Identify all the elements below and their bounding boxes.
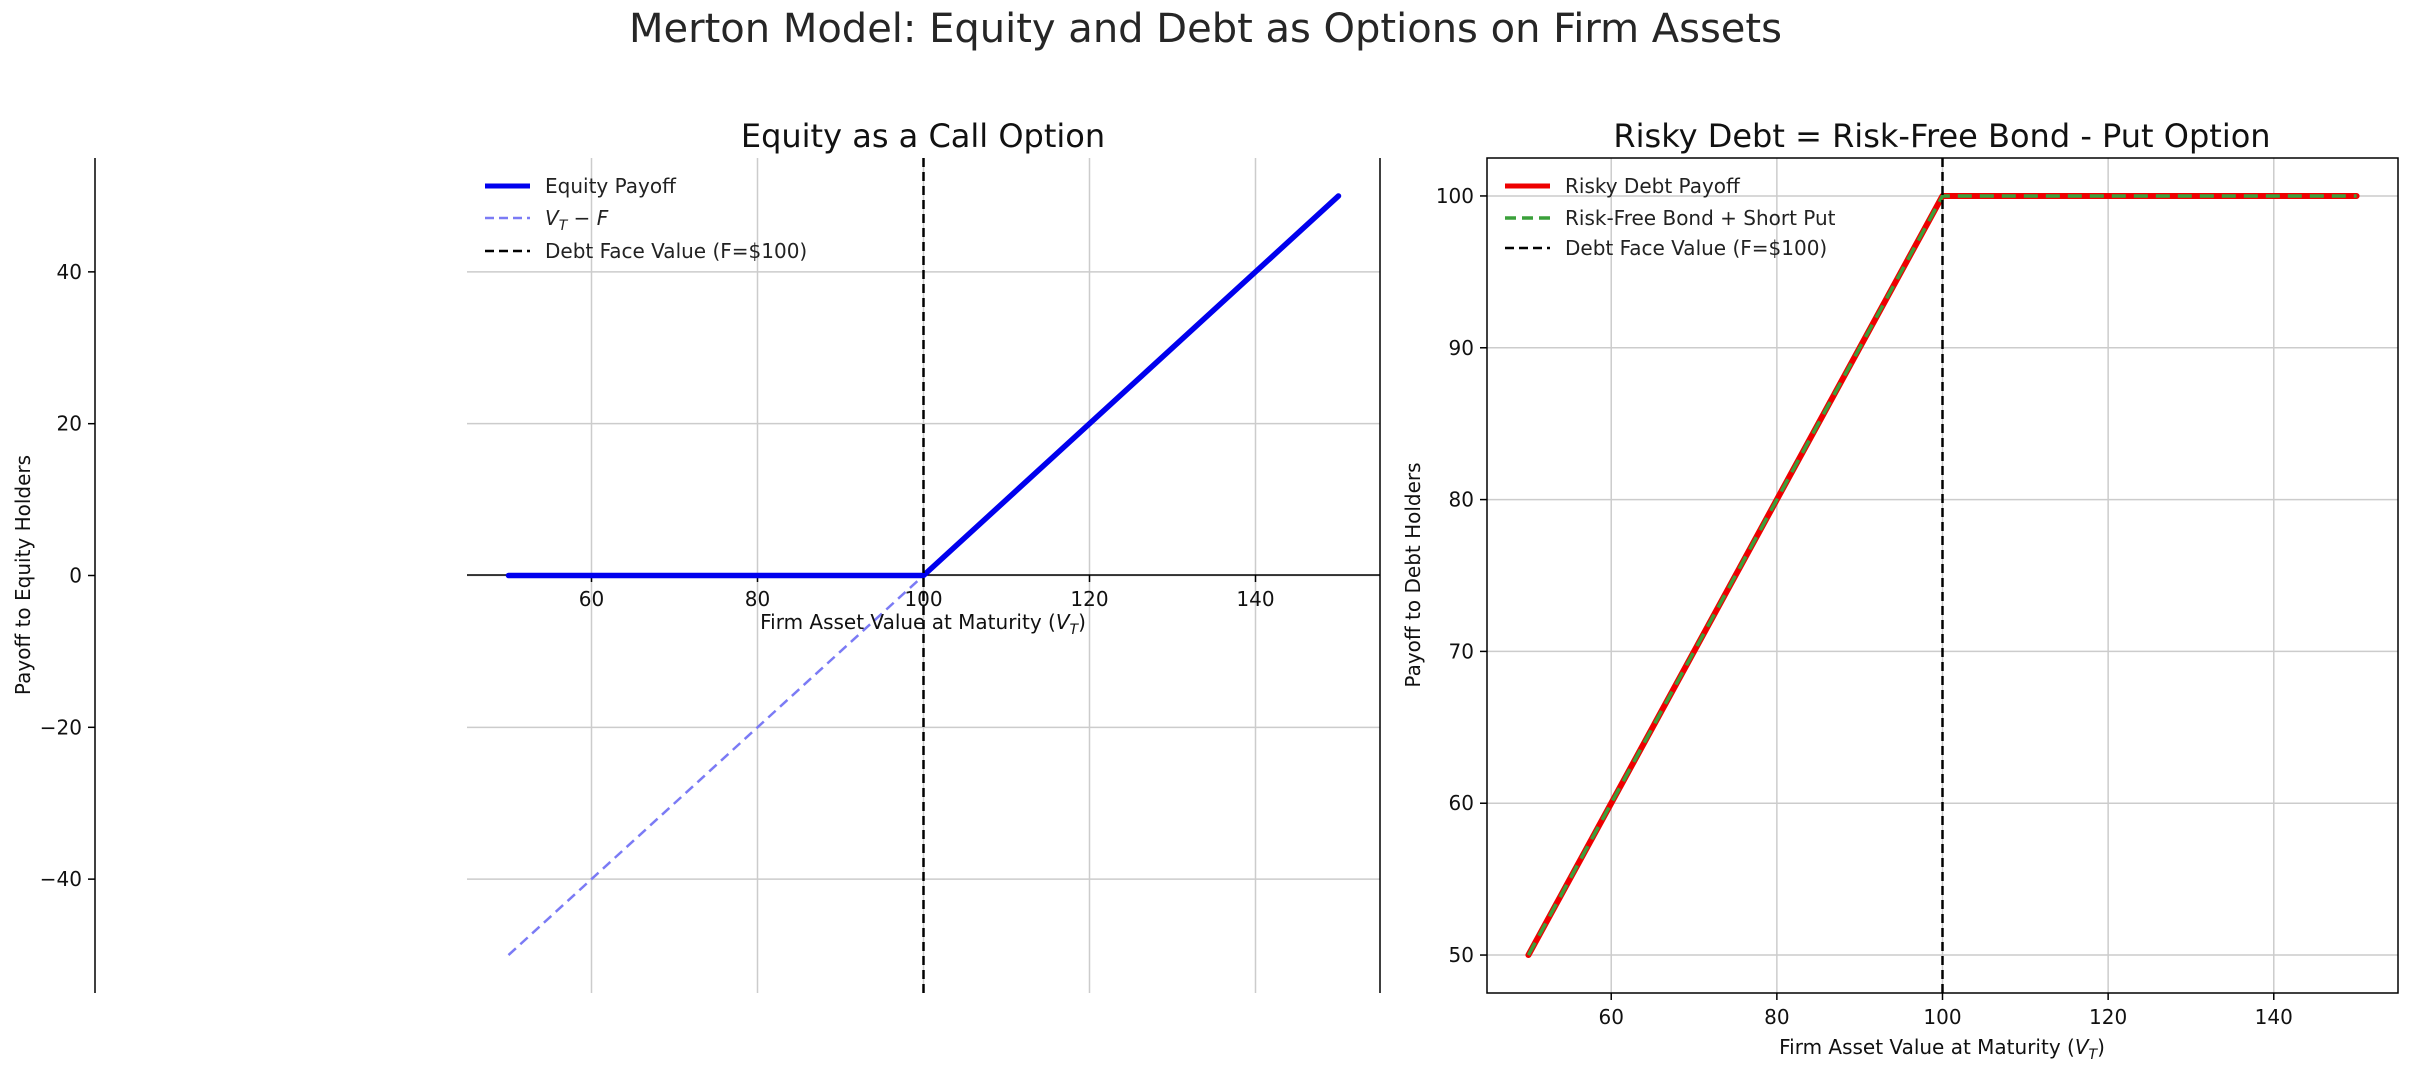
debt-x-axis-label-close: ): [2097, 1035, 2105, 1059]
equity-y-tick-label-3: 20: [57, 412, 82, 436]
debt-y-tick-label-2: 70: [1449, 639, 1474, 663]
debt-x-tick-label-3: 120: [2089, 1005, 2127, 1029]
debt-x-tick-label-1: 80: [1764, 1005, 1789, 1029]
equity-x-axis-label-sub: T: [1070, 622, 1080, 638]
equity-x-axis-label-close: ): [1078, 610, 1086, 634]
equity-x-tick-label-1: 80: [745, 587, 770, 611]
debt-x-axis-label: Firm Asset Value at Maturity (VT): [1779, 1035, 2105, 1063]
debt-y-axis-label: Payoff to Debt Holders: [1401, 462, 1425, 687]
equity-legend-label-1-sub: T: [559, 218, 569, 234]
equity-chart: Equity as a Call Option 60 80 100 120 140−40…: [11, 117, 1381, 993]
equity-chart-title: Equity as a Call Option: [741, 117, 1105, 155]
debt-y-tick-label-3: 80: [1449, 488, 1474, 512]
equity-x-tick-label-3: 120: [1070, 587, 1108, 611]
equity-y-tick-label-1: −20: [40, 715, 82, 739]
equity-legend: Equity Payoff VT − F Debt Face Value (F=…: [485, 174, 807, 263]
debt-y-tick-label-5: 100: [1436, 184, 1474, 208]
equity-chart-lines: [505, 158, 1342, 993]
debt-y-tick-label-1: 60: [1449, 791, 1474, 815]
debt-x-axis-label-main: Firm Asset Value at Maturity (: [1779, 1035, 2075, 1059]
equity-x-tick-label-0: 60: [579, 587, 604, 611]
equity-x-axis-label: Firm Asset Value at Maturity (VT): [760, 610, 1086, 638]
debt-x-tick-label-0: 60: [1599, 1005, 1624, 1029]
equity-series-line-0: [505, 193, 1342, 579]
equity-legend-label-1-rest: − F: [567, 206, 608, 230]
equity-x-tick-label-4: 140: [1236, 587, 1274, 611]
equity-legend-label-1: VT − F: [545, 206, 609, 234]
debt-y-tick-label-0: 50: [1449, 943, 1474, 967]
equity-y-axis-label: Payoff to Equity Holders: [11, 455, 35, 695]
debt-chart-ticks: 60 80 100 120 140 50 60 70 80 90 100: [1436, 184, 2293, 1029]
equity-legend-label-0: Equity Payoff: [545, 174, 677, 198]
figure-suptitle: Merton Model: Equity and Debt as Options…: [629, 6, 1782, 52]
debt-x-tick-label-2: 100: [1923, 1005, 1961, 1029]
debt-chart-title: Risky Debt = Risk-Free Bond - Put Option: [1613, 117, 2270, 155]
equity-legend-label-1-var: V: [545, 206, 560, 230]
debt-chart-lines: [1525, 158, 2360, 993]
debt-y-tick-label-4: 90: [1449, 336, 1474, 360]
equity-y-tick-label-2: 0: [69, 564, 82, 588]
debt-series-line-1: [1526, 194, 2357, 956]
debt-x-axis-label-sub: T: [2089, 1047, 2099, 1063]
debt-legend-label-2: Debt Face Value (F=$100): [1565, 236, 1827, 260]
debt-legend-label-1: Risk-Free Bond + Short Put: [1565, 206, 1836, 230]
equity-y-tick-label-0: −40: [40, 867, 82, 891]
equity-x-axis-label-var: V: [1056, 610, 1071, 634]
debt-legend: Risky Debt Payoff Risk-Free Bond + Short…: [1505, 174, 1836, 260]
equity-x-axis-label-main: Firm Asset Value at Maturity (: [760, 610, 1056, 634]
debt-x-axis-label-var: V: [2075, 1035, 2090, 1059]
debt-chart: Risky Debt = Risk-Free Bond - Put Option…: [1401, 117, 2399, 1063]
debt-chart-grid: [1487, 158, 2398, 993]
debt-x-tick-label-4: 140: [2255, 1005, 2293, 1029]
debt-legend-label-0: Risky Debt Payoff: [1565, 174, 1741, 198]
equity-y-tick-label-4: 40: [57, 260, 82, 284]
equity-legend-label-2: Debt Face Value (F=$100): [545, 239, 807, 263]
